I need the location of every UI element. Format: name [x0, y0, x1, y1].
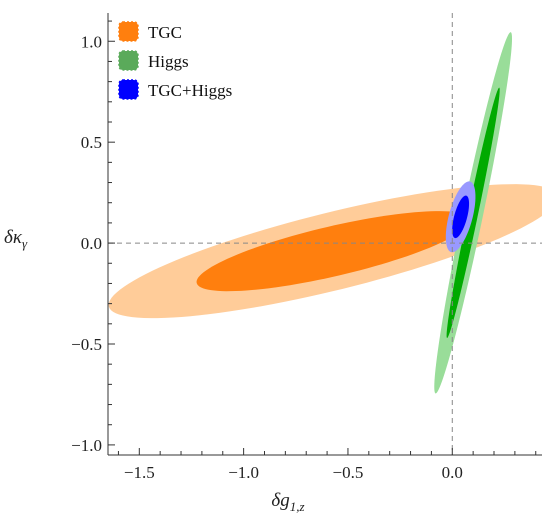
y-axis-title-subscript: γ — [22, 236, 28, 251]
x-tick-label: −1.5 — [124, 463, 155, 482]
legend-label-higgs: Higgs — [148, 52, 189, 71]
contour-layer — [108, 32, 542, 394]
legend: TGC Higgs TGC+Higgs — [118, 21, 232, 100]
x-axis-title-main: δg — [271, 490, 289, 511]
x-tick-label: 0.0 — [442, 463, 463, 482]
plot-frame — [107, 13, 542, 456]
combined-region-inner — [452, 195, 470, 239]
legend-swatch-combined — [118, 79, 139, 100]
legend-label-combined: TGC+Higgs — [148, 81, 232, 100]
x-tick-label: −0.5 — [333, 463, 364, 482]
y-tick-label: 1.0 — [81, 32, 102, 51]
y-tick-label: −1.0 — [71, 436, 102, 455]
legend-swatch-tgc — [118, 21, 139, 42]
x-axis-title-subscript: 1,z — [290, 499, 305, 514]
x-tick-label: −1.0 — [228, 463, 259, 482]
tick-layer: −1.5 −1.0 −0.5 0.0 −1.0 −0.5 0.0 0.5 1.0 — [71, 20, 537, 482]
x-axis-title: δg1,z — [271, 490, 304, 514]
legend-label-tgc: TGC — [148, 23, 182, 42]
y-axis-title: δκγ — [4, 227, 28, 251]
y-axis-title-main: δκ — [4, 227, 23, 248]
tgc-region-inner — [196, 211, 471, 292]
legend-swatch-higgs — [118, 50, 139, 71]
y-tick-label: −0.5 — [71, 335, 102, 354]
reference-lines — [108, 13, 542, 455]
y-tick-label: 0.5 — [81, 133, 102, 152]
y-tick-label: 0.0 — [81, 234, 102, 253]
